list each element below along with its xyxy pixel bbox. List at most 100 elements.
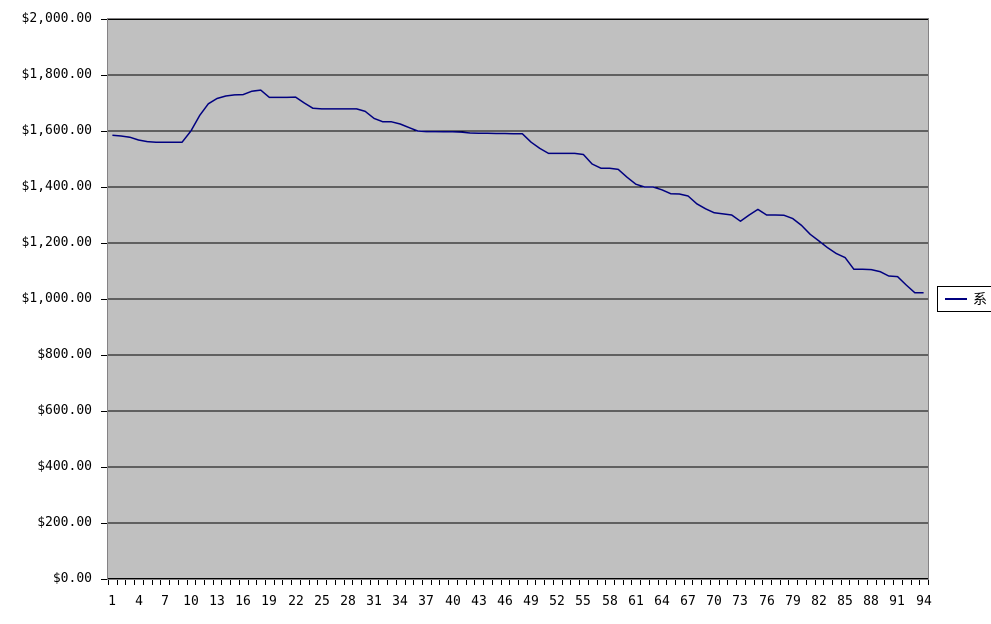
- x-axis-tick: [230, 580, 231, 585]
- y-axis-label: $0.00: [52, 571, 92, 586]
- x-axis-tick: [152, 580, 153, 585]
- plot-area: [107, 18, 929, 580]
- x-axis-label: 28: [340, 594, 356, 609]
- x-axis-label: 67: [680, 594, 696, 609]
- x-axis-tick: [195, 580, 196, 585]
- x-axis-tick: [248, 580, 249, 585]
- x-axis-label: 1: [108, 594, 116, 609]
- x-axis-label: 82: [811, 594, 827, 609]
- x-axis-tick: [509, 580, 510, 585]
- x-axis-tick: [335, 580, 336, 585]
- x-axis-label: 88: [863, 594, 879, 609]
- x-axis-tick: [413, 580, 414, 585]
- x-axis-tick: [492, 580, 493, 585]
- x-axis-tick: [274, 580, 275, 585]
- x-axis-label: 7: [161, 594, 169, 609]
- legend-line-swatch-icon: [945, 298, 967, 300]
- y-axis-label: $1,200.00: [21, 235, 92, 250]
- x-axis-tick: [911, 580, 912, 585]
- x-axis-tick: [710, 580, 711, 585]
- x-axis-tick: [422, 580, 423, 585]
- x-axis-tick: [884, 580, 885, 585]
- x-axis-tick: [344, 580, 345, 585]
- x-axis-label: 46: [497, 594, 513, 609]
- x-axis-label: 43: [471, 594, 487, 609]
- x-axis-tick: [788, 580, 789, 585]
- x-axis-tick: [535, 580, 536, 585]
- x-axis-tick: [544, 580, 545, 585]
- x-axis-tick: [692, 580, 693, 585]
- y-axis-label: $400.00: [37, 459, 92, 474]
- x-axis-tick: [597, 580, 598, 585]
- x-axis-tick: [387, 580, 388, 585]
- x-axis-tick: [187, 580, 188, 585]
- x-axis-tick: [134, 580, 135, 585]
- y-axis-tick: [101, 579, 108, 580]
- y-axis-label: $600.00: [37, 403, 92, 418]
- x-axis-tick: [466, 580, 467, 585]
- x-axis-tick: [701, 580, 702, 585]
- x-axis-tick: [108, 580, 109, 585]
- y-axis-label: $2,000.00: [21, 11, 92, 26]
- y-axis-tick: [101, 467, 108, 468]
- x-axis-tick: [317, 580, 318, 585]
- y-axis-label: $1,000.00: [21, 291, 92, 306]
- x-axis-tick: [265, 580, 266, 585]
- x-axis-label: 49: [523, 594, 539, 609]
- x-axis-tick: [483, 580, 484, 585]
- plot-canvas: [108, 19, 928, 579]
- x-axis-tick: [204, 580, 205, 585]
- x-axis-tick: [518, 580, 519, 585]
- x-axis-tick: [370, 580, 371, 585]
- x-axis-tick: [745, 580, 746, 585]
- x-axis-tick: [771, 580, 772, 585]
- y-axis-label: $800.00: [37, 347, 92, 362]
- x-axis-tick: [849, 580, 850, 585]
- x-axis-tick: [658, 580, 659, 585]
- series-line: [112, 89, 924, 294]
- x-axis-tick: [893, 580, 894, 585]
- x-axis-label: 79: [785, 594, 801, 609]
- x-axis-tick: [858, 580, 859, 585]
- x-axis-tick: [762, 580, 763, 585]
- y-axis-tick: [101, 299, 108, 300]
- x-axis-tick: [570, 580, 571, 585]
- x-axis-tick: [117, 580, 118, 585]
- x-axis-tick: [125, 580, 126, 585]
- x-axis-tick: [291, 580, 292, 585]
- x-axis-tick: [841, 580, 842, 585]
- x-axis-label: 4: [135, 594, 143, 609]
- x-axis-tick: [614, 580, 615, 585]
- x-axis-tick: [160, 580, 161, 585]
- x-axis-tick: [623, 580, 624, 585]
- x-axis-tick: [754, 580, 755, 585]
- x-axis-label: 22: [288, 594, 304, 609]
- x-axis-label: 34: [392, 594, 408, 609]
- x-axis-label: 91: [889, 594, 905, 609]
- x-axis-tick: [309, 580, 310, 585]
- x-axis-label: 73: [732, 594, 748, 609]
- x-axis-tick: [457, 580, 458, 585]
- x-axis-label: 25: [314, 594, 330, 609]
- x-axis-tick: [832, 580, 833, 585]
- x-axis-tick: [282, 580, 283, 585]
- x-axis-tick: [719, 580, 720, 585]
- x-axis-tick: [867, 580, 868, 585]
- x-axis-tick: [928, 580, 929, 585]
- x-axis-tick: [352, 580, 353, 585]
- x-axis-label: 13: [209, 594, 225, 609]
- x-axis-tick: [221, 580, 222, 585]
- x-axis-tick: [431, 580, 432, 585]
- x-axis-label: 94: [916, 594, 932, 609]
- x-axis-tick: [919, 580, 920, 585]
- x-axis-label: 85: [837, 594, 853, 609]
- x-axis-tick: [527, 580, 528, 585]
- x-axis-tick: [815, 580, 816, 585]
- x-axis-tick: [588, 580, 589, 585]
- y-axis-label: $1,600.00: [21, 123, 92, 138]
- x-axis-label: 70: [706, 594, 722, 609]
- x-axis-tick: [797, 580, 798, 585]
- x-axis-tick: [640, 580, 641, 585]
- x-axis-tick: [361, 580, 362, 585]
